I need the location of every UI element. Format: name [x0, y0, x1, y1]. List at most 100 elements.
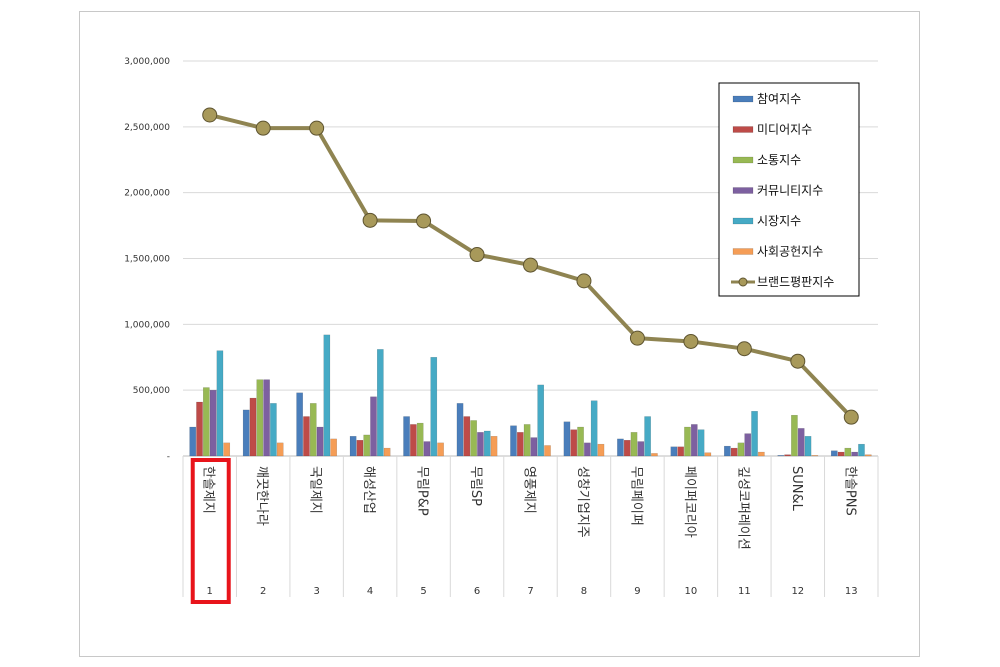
bar-소통지수	[577, 426, 584, 457]
bar-커뮤니티지수	[690, 424, 698, 457]
bar-소통지수	[684, 426, 691, 457]
bar-시장지수	[590, 400, 598, 457]
legend-label: 참여지수	[757, 92, 801, 106]
bar-참여지수	[456, 403, 464, 457]
category-number: 6	[474, 586, 480, 597]
bar-미디어지수	[356, 440, 364, 457]
category-label: 한솔PNS	[842, 466, 857, 516]
bar-미디어지수	[303, 416, 310, 457]
y-tick-label: 1,000,000	[124, 320, 170, 330]
bar-미디어지수	[196, 401, 203, 457]
bar-시장지수	[858, 443, 865, 457]
bar-소통지수	[470, 420, 477, 457]
y-tick-label: 500,000	[133, 386, 170, 396]
category-label: 무림페이퍼	[628, 466, 643, 526]
bar-사회공헌지수	[223, 442, 231, 457]
bar-사회공헌지수	[651, 453, 658, 457]
legend-label: 사회공헌지수	[757, 245, 823, 259]
bar-소통지수	[203, 387, 210, 457]
line-point	[736, 341, 752, 357]
category-label: 해성산업	[361, 466, 376, 514]
line-point	[309, 120, 325, 136]
bar-시장지수	[377, 349, 384, 457]
line-point	[629, 330, 645, 346]
bar-소통지수	[791, 414, 798, 457]
legend-label: 브랜드평판지수	[757, 275, 834, 289]
bar-참여지수	[403, 416, 410, 457]
category-label: 깊성코퍼레이션	[735, 466, 750, 550]
bar-커뮤니티지수	[423, 441, 431, 457]
bar-시장지수	[270, 403, 277, 457]
bar-사회공헌지수	[864, 454, 872, 457]
bar-커뮤니티지수	[530, 437, 538, 457]
legend-label: 소통지수	[757, 153, 801, 167]
bar-시장지수	[751, 411, 758, 457]
line-point	[790, 353, 806, 369]
category-number: 8	[581, 586, 587, 597]
legend-label: 미디어지수	[757, 123, 812, 137]
bar-미디어지수	[570, 429, 578, 457]
line-point	[416, 213, 432, 229]
y-tick-label: 2,500,000	[124, 123, 170, 133]
bar-미디어지수	[730, 447, 738, 457]
bar-소통지수	[309, 403, 317, 457]
category-number: 5	[420, 586, 426, 597]
bar-커뮤니티지수	[797, 428, 805, 457]
bar-미디어지수	[517, 432, 524, 457]
category-label: 한솔제지	[201, 466, 216, 514]
bar-사회공헌지수	[276, 442, 284, 457]
bar-커뮤니티지수	[209, 389, 217, 457]
line-point	[576, 273, 592, 289]
bar-소통지수	[844, 447, 852, 457]
category-label: 페이퍼코리아	[682, 466, 697, 538]
line-point	[202, 107, 218, 123]
highlight	[190, 458, 231, 604]
bar-소통지수	[416, 422, 424, 457]
category-number: 1	[207, 586, 213, 597]
category-label: 국일제지	[308, 466, 323, 514]
bar-참여지수	[670, 446, 678, 457]
line-point	[523, 257, 538, 273]
bar-사회공헌지수	[437, 442, 444, 457]
bar-참여지수	[617, 438, 624, 457]
category-number: 13	[845, 586, 858, 597]
line-point	[255, 120, 271, 136]
y-axis: - 500,000 1,000,000 1,500,000 2,000,000 2,500…	[124, 57, 170, 462]
bar-미디어지수	[623, 440, 631, 457]
category-number: 12	[791, 586, 804, 597]
bar-사회공헌지수	[330, 438, 337, 457]
line-point	[843, 409, 859, 425]
bar-시장지수	[804, 436, 812, 457]
bar-시장지수	[644, 416, 651, 457]
category-label: SUN&L	[789, 466, 804, 512]
y-tick-label: 3,000,000	[124, 57, 170, 67]
bar-시장지수	[697, 429, 705, 457]
bar-사회공헌지수	[383, 447, 391, 457]
legend-line-marker	[738, 277, 748, 287]
line-point	[362, 212, 378, 228]
bar-커뮤니티지수	[316, 426, 324, 457]
legend-swatch	[732, 95, 754, 103]
bar-시장지수	[537, 384, 544, 457]
bar-참여지수	[830, 450, 838, 457]
bar-시장지수	[216, 350, 224, 457]
legend-swatch	[732, 126, 754, 133]
bar-미디어지수	[410, 424, 417, 457]
bar-커뮤니티지수	[370, 396, 377, 457]
legend-swatch	[732, 187, 754, 194]
bar-커뮤니티지수	[851, 451, 858, 457]
bar-시장지수	[483, 430, 491, 457]
bar-커뮤니티지수	[637, 441, 645, 457]
bar-사회공헌지수	[490, 436, 498, 457]
legend-label: 커뮤니티지수	[757, 184, 823, 198]
bar-시장지수	[323, 334, 331, 457]
bar-미디어지수	[837, 451, 845, 457]
bar-커뮤니티지수	[744, 433, 752, 457]
bar-사회공헌지수	[758, 451, 765, 457]
line-point	[469, 247, 485, 263]
bar-사회공헌지수	[597, 443, 605, 457]
category-number: 4	[367, 586, 373, 597]
y-tick-label: 2,000,000	[124, 189, 170, 199]
bar-참여지수	[563, 421, 571, 457]
category-number: 3	[313, 586, 319, 597]
